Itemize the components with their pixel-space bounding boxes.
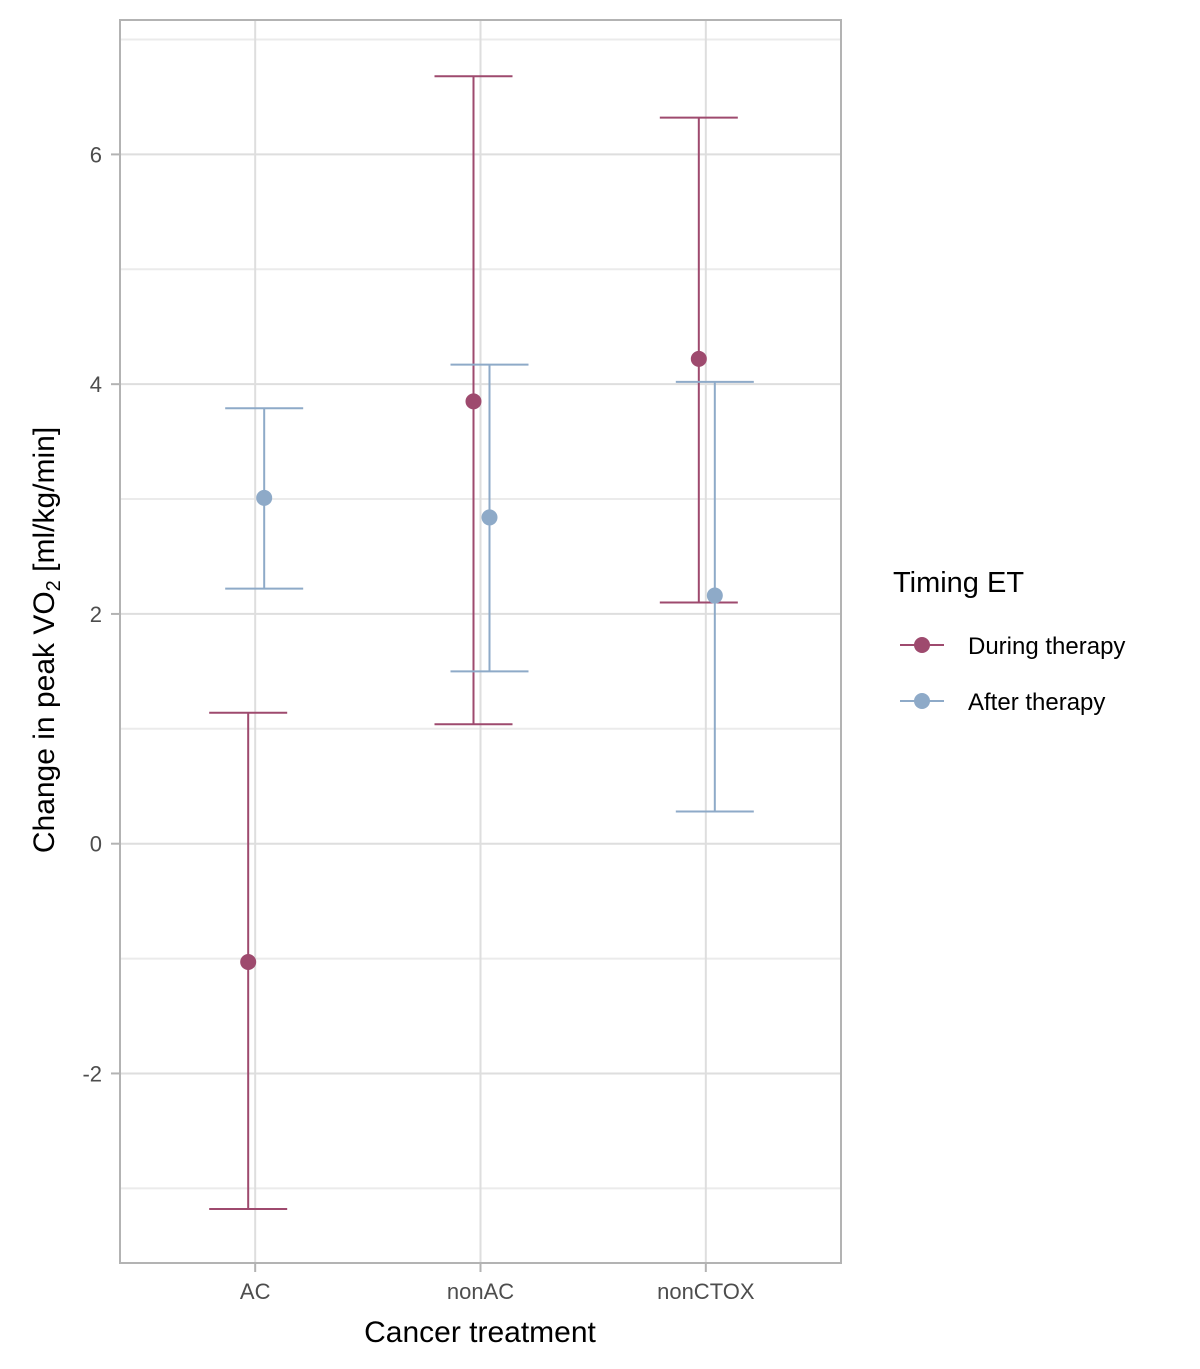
- legend-key-point: [914, 637, 930, 653]
- legend-item: During therapy: [900, 633, 1125, 660]
- y-tick-label: 0: [90, 832, 102, 857]
- data-point: [256, 489, 273, 506]
- series-after-therapy: [225, 363, 754, 813]
- y-axis-title: Change in peak VO2 [ml/kg/min]: [28, 427, 65, 853]
- data-point: [706, 587, 723, 604]
- series-during-therapy: [209, 75, 738, 1211]
- x-axis-title: Cancer treatment: [364, 1316, 596, 1349]
- grid-major: [120, 20, 841, 1263]
- x-tick-label: AC: [240, 1279, 271, 1304]
- y-tick-label: 2: [90, 602, 102, 627]
- legend: Timing ET During therapy After therapy: [893, 567, 1125, 716]
- y-axis-title-units: [ml/kg/min]: [28, 427, 61, 580]
- x-axis: AC nonAC nonCTOX: [240, 1263, 755, 1304]
- legend-item: After therapy: [900, 689, 1105, 716]
- legend-label: After therapy: [968, 689, 1105, 716]
- data-point: [690, 350, 707, 367]
- x-tick-label: nonCTOX: [657, 1279, 755, 1304]
- legend-title: Timing ET: [893, 567, 1024, 599]
- legend-label: During therapy: [968, 633, 1125, 660]
- series-layer: [209, 75, 754, 1211]
- y-axis: -2 0 2 4 6: [82, 142, 120, 1086]
- x-tick-label: nonAC: [447, 1279, 514, 1304]
- data-point: [240, 954, 257, 971]
- y-tick-label: 6: [90, 142, 102, 167]
- data-point: [465, 393, 482, 410]
- legend-key-point: [914, 693, 930, 709]
- y-axis-title-main: Change in peak VO: [28, 591, 61, 853]
- y-tick-label: 4: [90, 372, 102, 397]
- y-axis-title-subscript: 2: [43, 580, 65, 591]
- data-point: [481, 509, 498, 526]
- y-tick-label: -2: [82, 1061, 102, 1086]
